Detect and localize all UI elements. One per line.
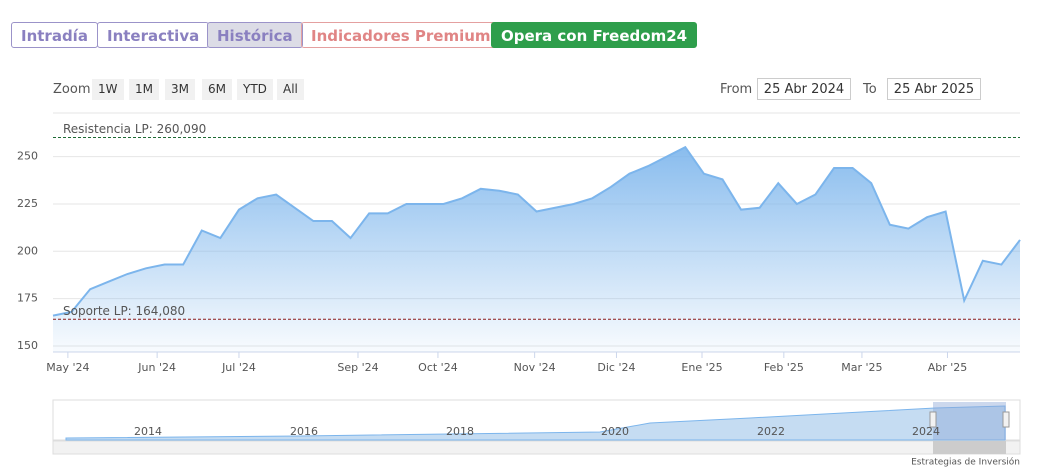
x-tick-label: Nov '24	[514, 361, 556, 374]
footer: Estrategias de Inversión	[911, 457, 1020, 468]
x-tick-label: Jun '24	[137, 361, 176, 374]
zoom-button[interactable]: 6M	[202, 79, 232, 100]
navigator-year: 2022	[757, 425, 785, 438]
zoom-button[interactable]: 1M	[129, 79, 159, 100]
navigator-year: 2024	[912, 425, 940, 438]
area	[53, 147, 1020, 352]
x-tick-label: Jul '24	[221, 361, 256, 374]
line	[52, 145, 1021, 317]
tab[interactable]: Histórica	[207, 22, 303, 48]
zoom-button[interactable]: All	[277, 79, 304, 100]
from-label: From	[720, 82, 753, 97]
x-tick-label: Abr '25	[928, 361, 968, 374]
x-tick-label: Dic '24	[597, 361, 635, 374]
tab[interactable]: Opera con Freedom24	[491, 22, 698, 48]
x-tick-label: Ene '25	[681, 361, 722, 374]
x-tick-label: Sep '24	[337, 361, 378, 374]
to-label: To	[863, 82, 877, 97]
x-tick-label: Oct '24	[418, 361, 458, 374]
x-tick-label: Mar '25	[841, 361, 882, 374]
zoom-button[interactable]: 1W	[92, 79, 124, 100]
navigator-year: 2020	[601, 425, 629, 438]
zoom-button[interactable]: 3M	[165, 79, 195, 100]
x-tick-label: Feb '25	[764, 361, 804, 374]
x-tick-label: May '24	[46, 361, 89, 374]
navigator-year: 2016	[290, 425, 318, 438]
level-label: Soporte LP: 164,080	[63, 304, 185, 318]
level-label: Resistencia LP: 260,090	[63, 122, 206, 136]
y-tick-label: 225	[17, 197, 38, 210]
navigator-year: 2018	[446, 425, 474, 438]
y-tick-label: 150	[17, 339, 38, 352]
zoom-button[interactable]: YTD	[237, 79, 273, 100]
y-tick-label: 250	[17, 150, 38, 163]
to-input[interactable]: 25 Abr 2025	[887, 78, 981, 100]
navigator-year: 2014	[134, 425, 162, 438]
zoom-label: Zoom	[53, 82, 91, 97]
y-tick-label: 175	[17, 292, 38, 305]
from-input[interactable]: 25 Abr 2024	[757, 78, 851, 100]
y-tick-label: 200	[17, 244, 38, 257]
navigator	[52, 399, 1021, 455]
